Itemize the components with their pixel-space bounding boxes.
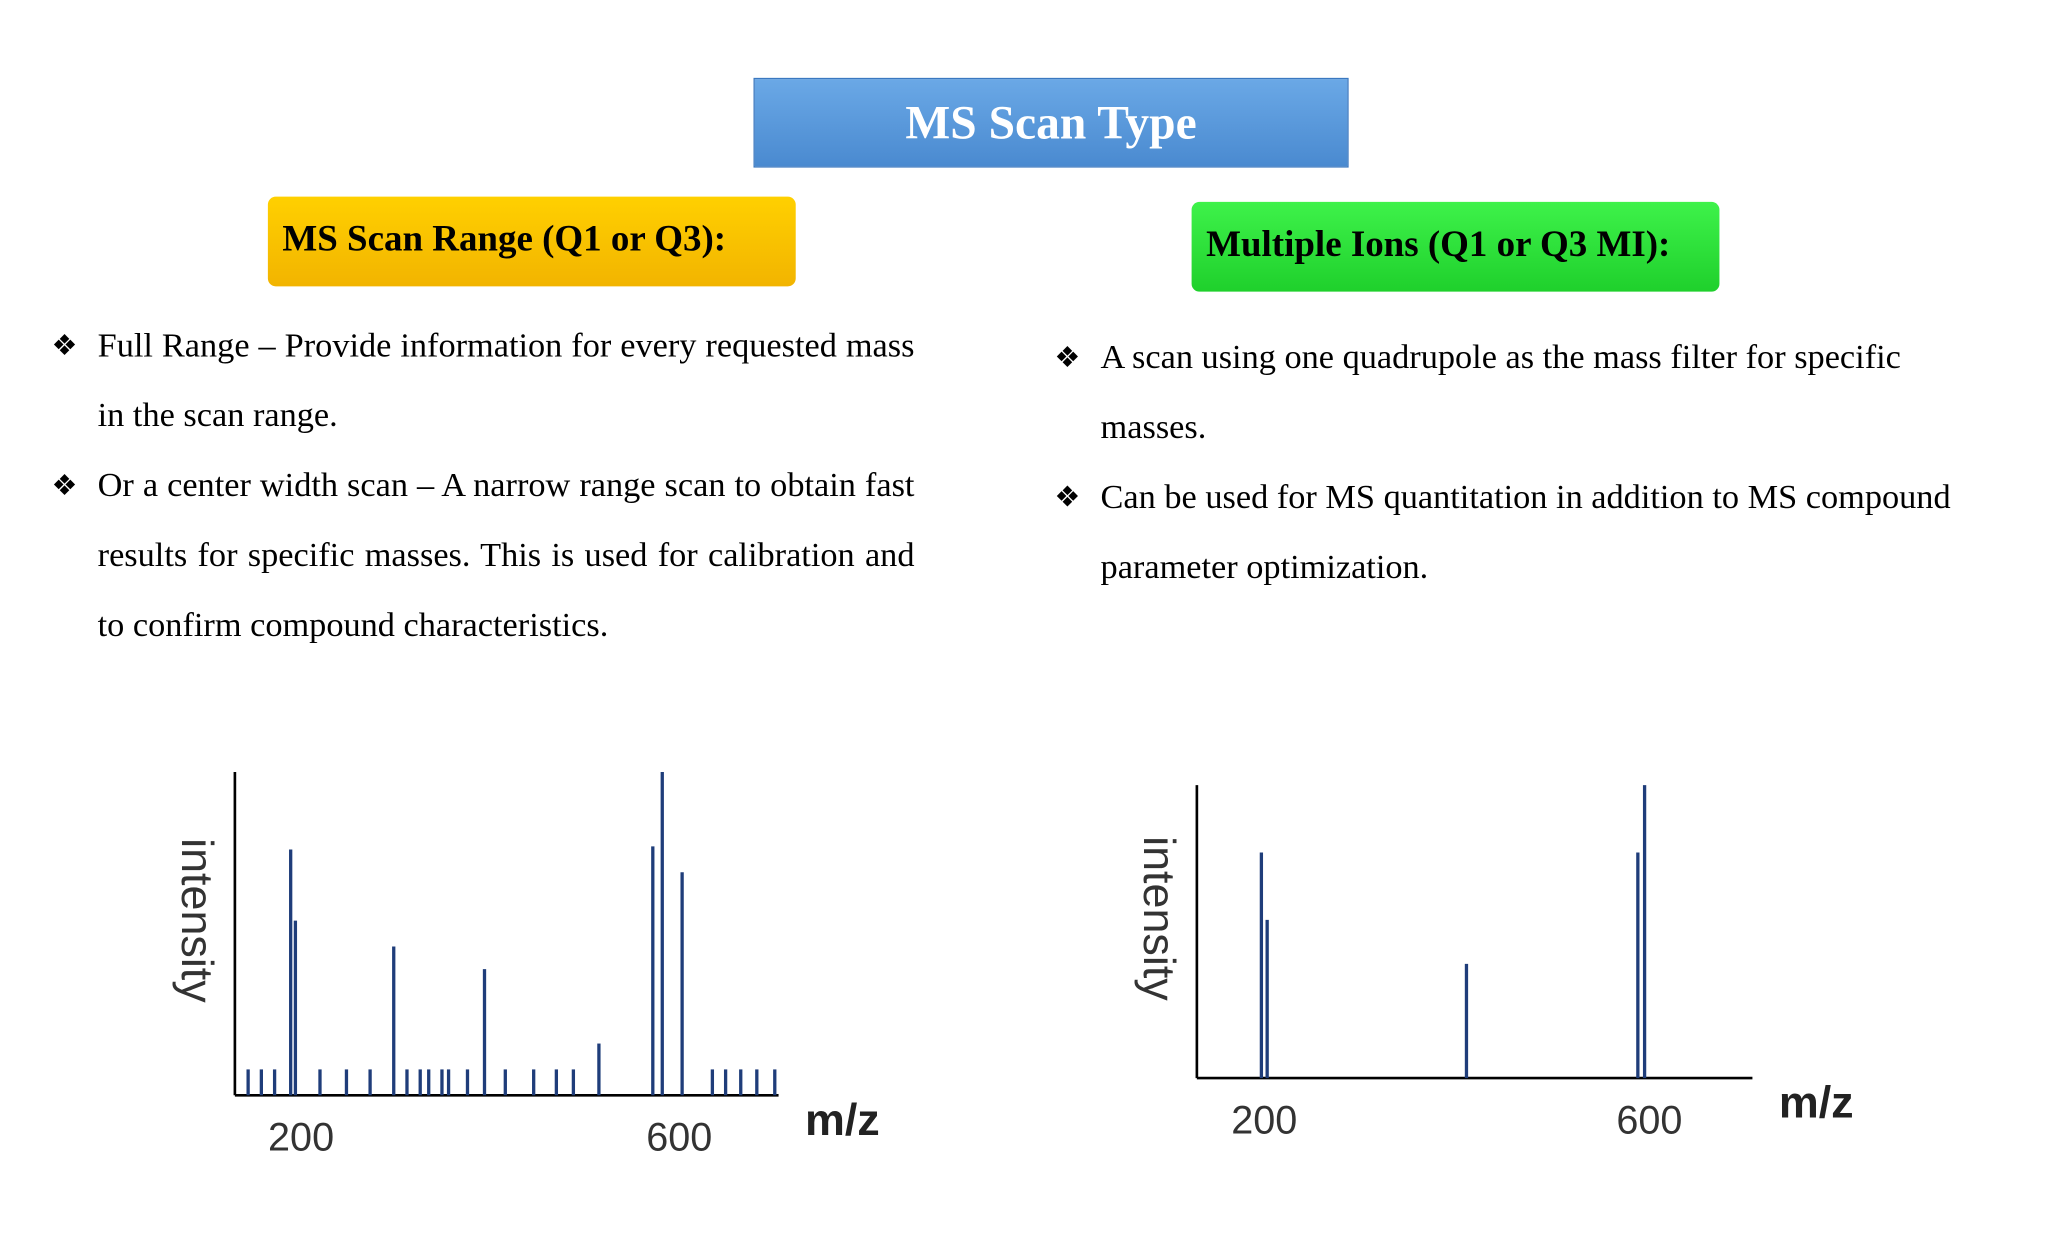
x-tick-label: 200 [1231,1099,1297,1143]
right-bullets: A scan using one quadrupole as the mass … [1054,322,2008,602]
y-axis-label: intensity [172,838,223,1003]
x-axis-label: m/z [805,1094,880,1145]
x-axis-label: m/z [1779,1077,1854,1128]
left-heading: MS Scan Range (Q1 or Q3): [267,196,796,287]
slide-title: MS Scan Type [753,77,1349,168]
bullet: Can be used for MS quantitation in addit… [1054,462,2008,602]
right-heading: Multiple Ions (Q1 or Q3 MI): [1191,201,1720,292]
x-tick-label: 600 [1616,1099,1682,1143]
bullet: Or a center width scan – A narrow range … [51,450,914,660]
y-axis-label: intensity [1134,836,1185,1001]
left-bullets: Full Range – Provide information for eve… [51,310,914,660]
x-tick-label: 600 [646,1116,712,1160]
bullet: A scan using one quadrupole as the mass … [1054,322,2008,462]
x-tick-label: 200 [268,1116,334,1160]
bullet: Full Range – Provide information for eve… [51,310,914,450]
